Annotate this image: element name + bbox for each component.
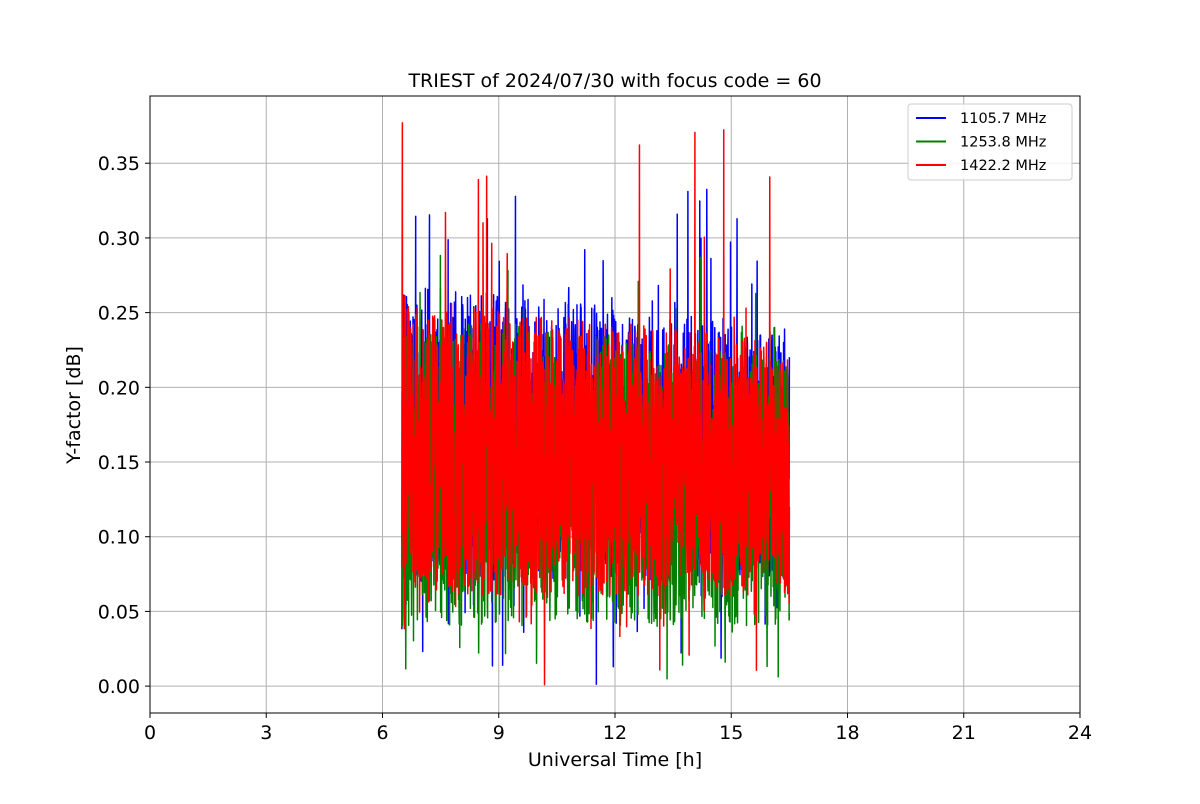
x-tick-label: 6 [376, 722, 388, 744]
x-tick-label: 18 [835, 722, 859, 744]
y-tick-label: 0.10 [98, 527, 140, 549]
y-tick-label: 0.20 [98, 377, 140, 399]
legend-label: 1253.8 MHz [960, 135, 1046, 151]
y-tick-label: 0.15 [98, 452, 140, 474]
ticks: 0 3 6 9 12 15 18 21 24 0.00 0.05 0.10 0.15 0.20 0.25 0.… [98, 153, 1092, 744]
y-tick-label: 0.00 [98, 676, 140, 698]
legend-box [907, 103, 1073, 181]
series-layer [401, 122, 791, 686]
y-tick-label: 0.25 [98, 303, 140, 325]
x-tick-label: 21 [952, 722, 976, 744]
legend-label: 1105.7 MHz [960, 111, 1046, 127]
x-axis-label: Universal Time [h] [528, 749, 702, 771]
y-tick-label: 0.30 [98, 228, 140, 250]
legend: 1105.7 MHz 1253.8 MHz 1422.2 MHz [907, 103, 1073, 181]
x-tick-label: 0 [144, 722, 156, 744]
series-line [401, 122, 791, 686]
x-tick-label: 9 [493, 722, 505, 744]
y-axis-label: Y-factor [dB] [63, 346, 85, 465]
y-tick-label: 0.35 [98, 153, 140, 175]
x-tick-label: 3 [260, 722, 272, 744]
x-tick-label: 15 [719, 722, 743, 744]
x-tick-label: 12 [603, 722, 627, 744]
x-tick-label: 24 [1068, 722, 1092, 744]
legend-label: 1422.2 MHz [960, 158, 1046, 174]
chart-title: TRIEST of 2024/07/30 with focus code = 6… [407, 70, 821, 92]
y-tick-label: 0.05 [98, 601, 140, 623]
